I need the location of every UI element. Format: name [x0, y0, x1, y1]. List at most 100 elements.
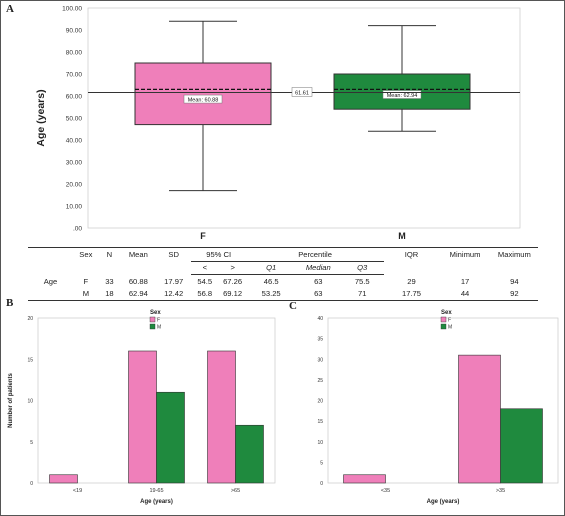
bar-chart-age-groups-two: 0 5 10 15 20 25 30 35 40 <35 >35 Age (years) Sex FM	[317, 310, 559, 505]
cell-median: 63	[295, 287, 341, 301]
x-tick-label: <19	[73, 488, 82, 494]
th-percentile: Percentile	[246, 247, 384, 262]
y-tick-label: 10.00	[66, 204, 83, 211]
boxplot-chart: 100.00 90.00 80.00 70.00 60.00 50.00 40.00 30.0…	[35, 6, 521, 241]
overall-label-box	[291, 87, 313, 97]
y-tick-label: 40.00	[66, 138, 83, 145]
y-axis-label: Number of patients	[8, 373, 14, 428]
th-sex: Sex	[73, 247, 99, 261]
x-category-label: M	[398, 231, 406, 241]
cell-q3: 75.5	[354, 276, 370, 286]
y-tick-label: 0	[30, 481, 33, 487]
legend-label-m: M	[448, 325, 452, 331]
cell-sex: F	[83, 276, 89, 286]
cell-q1: 53.25	[246, 287, 296, 301]
y-tick-label: 30.00	[66, 160, 83, 167]
th-q3: Q3	[340, 261, 384, 275]
panel-label-a: A	[6, 3, 14, 15]
mean-label-box	[183, 94, 223, 104]
bar-chart-age-groups-three: 0 5 10 15 20 <19 19-65 >65 Age (years) Number of …	[8, 310, 276, 505]
th-max: Maximum	[490, 247, 538, 261]
cell-median: 63	[314, 276, 323, 286]
y-tick-label: .00	[73, 226, 82, 233]
bar-m-1	[156, 391, 185, 484]
th-mean: Mean	[120, 247, 157, 261]
x-tick-label: >65	[231, 488, 240, 494]
bar-m-1	[500, 408, 543, 484]
cell-iqr: 17.75	[383, 287, 440, 301]
th-median: Median	[295, 261, 341, 275]
box-f	[134, 62, 272, 126]
panel-label-c: C	[289, 300, 297, 312]
legend-label-f: F	[157, 318, 160, 324]
legend-swatch-f	[440, 316, 447, 323]
cell-n: 33	[105, 276, 114, 286]
cell-ci-hi: 67.26	[223, 276, 243, 286]
bar-m-2	[235, 424, 264, 484]
th-sd: SD	[156, 247, 191, 261]
y-tick-label: 50.00	[66, 116, 83, 123]
y-tick-label: 70.00	[66, 72, 83, 79]
mean-label: Mean: 62.94	[387, 93, 418, 99]
mean-label: Mean: 60.88	[188, 98, 219, 104]
cell-ci-hi: 69.12	[218, 287, 247, 301]
cell-min: 17	[460, 276, 470, 286]
cell-ci-lo: 56.8	[190, 287, 219, 301]
panel-label-b: B	[6, 297, 14, 309]
bar-f-0	[343, 474, 386, 484]
cell-iqr: 29	[407, 276, 416, 286]
th-n: N	[98, 247, 121, 261]
cell-max: 94	[510, 276, 519, 286]
cell-max: 92	[490, 287, 538, 301]
th-q1: Q1	[246, 261, 296, 275]
y-tick-label: 10	[27, 399, 33, 405]
x-tick-label: 19-65	[149, 488, 163, 494]
cell-q1: 46.5	[263, 276, 279, 286]
y-tick-label: 25	[317, 378, 323, 384]
x-axis-label: Age (years)	[427, 499, 460, 505]
y-tick-label: 35	[317, 337, 323, 343]
legend-title: Sex	[150, 310, 161, 316]
x-axis-label: Age (years)	[140, 499, 173, 505]
y-tick-label: 20.00	[66, 182, 83, 189]
cell-mean: 60.88	[128, 276, 148, 286]
y-tick-label: 0	[320, 481, 323, 487]
mean-label-box	[382, 90, 422, 99]
bar-f-0	[49, 474, 78, 484]
plot-area	[87, 7, 521, 229]
legend-swatch-f	[149, 316, 156, 323]
y-tick-label: 20	[27, 316, 33, 322]
y-tick-label: 60.00	[66, 94, 83, 101]
x-tick-label: <35	[381, 488, 390, 494]
overall-mean-label: 61.61	[295, 90, 309, 96]
legend-title: Sex	[441, 310, 452, 316]
bar-f-1	[128, 350, 157, 484]
th-ci: 95% CI	[190, 247, 247, 262]
th-ci-lo: <	[190, 261, 219, 275]
bar-f-2	[207, 350, 236, 484]
legend-swatch-m	[149, 323, 156, 330]
y-axis-label: Age (years)	[35, 89, 47, 146]
th-min: Minimum	[439, 247, 491, 261]
y-tick-label: 100.00	[62, 6, 82, 13]
x-category-label: F	[200, 231, 206, 241]
y-tick-label: 15	[27, 357, 33, 363]
y-tick-label: 5	[30, 440, 33, 446]
y-tick-label: 5	[320, 460, 323, 466]
cell-min: 44	[439, 287, 491, 301]
y-tick-label: 30	[317, 357, 323, 363]
y-tick-label: 40	[317, 316, 323, 322]
x-tick-label: >35	[496, 488, 505, 494]
cell-sex: M	[73, 287, 99, 301]
row-label-age: Age	[43, 276, 58, 286]
cell-sd: 17.97	[164, 276, 184, 286]
legend-label-m: M	[157, 325, 161, 331]
cell-sd: 12.42	[156, 287, 191, 301]
bar-f-1	[458, 354, 501, 484]
th-iqr: IQR	[383, 247, 440, 261]
statistics-table: Sex N Mean SD 95% CI Percentile IQR Mini…	[28, 247, 538, 301]
y-tick-label: 20	[317, 399, 323, 405]
cell-q3: 71	[340, 287, 384, 301]
cell-n: 18	[98, 287, 121, 301]
y-tick-label: 90.00	[66, 28, 83, 35]
